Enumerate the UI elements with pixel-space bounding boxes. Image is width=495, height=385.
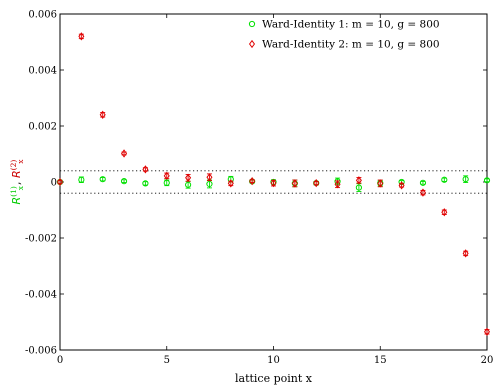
legend-marker-diamond bbox=[248, 39, 256, 49]
y-tick-label: -0.004 bbox=[25, 290, 57, 301]
data-point-circle bbox=[78, 176, 85, 183]
x-tick-label: 10 bbox=[267, 355, 280, 366]
y-axis-label-part: R bbox=[10, 197, 23, 205]
data-point-diamond bbox=[355, 176, 362, 185]
data-point-circle bbox=[483, 177, 491, 184]
axes: 0 5 10 15 20 -0.006 -0.004 -0.002 0 0.002 0.004 0.0… bbox=[25, 10, 493, 367]
data-point-diamond bbox=[398, 181, 405, 190]
data-point-diamond bbox=[227, 179, 234, 188]
data-point-diamond bbox=[419, 188, 426, 197]
x-tick-label: 5 bbox=[164, 355, 170, 366]
y-tick-label: 0.002 bbox=[28, 122, 57, 133]
data-point-diamond bbox=[483, 327, 491, 336]
y-axis-label-part: x bbox=[16, 159, 25, 164]
y-tick-label: -0.002 bbox=[25, 234, 57, 245]
y-axis-label-part: x bbox=[16, 185, 25, 190]
data-point-circle bbox=[355, 184, 362, 191]
legend-label: Ward-Identity 1: m = 10, g = 800 bbox=[262, 19, 440, 31]
data-point-circle bbox=[462, 176, 469, 183]
y-tick-label: 0.004 bbox=[28, 66, 57, 77]
x-tick-label: 20 bbox=[481, 355, 494, 366]
data-point-diamond bbox=[462, 249, 469, 258]
y-tick-label: 0 bbox=[51, 178, 57, 189]
legend-marker-circle bbox=[248, 20, 256, 28]
data-point-circle bbox=[120, 178, 128, 185]
data-point-diamond bbox=[56, 177, 64, 187]
plot-area bbox=[60, 170, 487, 194]
data-point-diamond bbox=[142, 165, 149, 174]
y-axis-label-part: (1) bbox=[9, 186, 18, 197]
y-axis-label-part: R bbox=[10, 170, 23, 178]
data-point-circle bbox=[419, 179, 427, 186]
series-2 bbox=[56, 32, 491, 336]
data-point-diamond bbox=[291, 179, 298, 188]
data-point-diamond bbox=[377, 179, 384, 188]
data-point-circle bbox=[163, 179, 170, 186]
data-point-diamond bbox=[206, 173, 213, 182]
data-point-diamond bbox=[270, 178, 277, 188]
data-point-circle bbox=[441, 176, 448, 183]
x-tick-label: 0 bbox=[57, 355, 63, 366]
y-axis-label-part: (2) bbox=[9, 160, 18, 171]
data-point-diamond bbox=[249, 177, 256, 186]
data-point-diamond bbox=[313, 178, 320, 188]
data-point-circle bbox=[185, 181, 192, 188]
data-point-diamond bbox=[99, 110, 106, 119]
data-point-diamond bbox=[441, 208, 448, 217]
data-point-circle bbox=[99, 176, 106, 183]
y-tick-label: -0.006 bbox=[25, 346, 57, 357]
data-point-diamond bbox=[163, 171, 170, 180]
data-point-circle bbox=[142, 180, 149, 187]
data-point-diamond bbox=[334, 180, 341, 189]
legend: Ward-Identity 1: m = 10, g = 800 Ward-Ide… bbox=[248, 19, 440, 51]
x-axis-label: lattice point x bbox=[235, 372, 313, 385]
data-point-diamond bbox=[185, 173, 192, 182]
y-tick-label: 0.006 bbox=[28, 10, 57, 21]
data-point-diamond bbox=[121, 149, 128, 158]
y-axis-label-part: , bbox=[10, 178, 23, 185]
data-markers bbox=[56, 32, 491, 336]
legend-label: Ward-Identity 2: m = 10, g = 800 bbox=[262, 39, 440, 51]
x-tick-label: 15 bbox=[374, 355, 387, 366]
y-axis-label: R(1)x, R(2)x bbox=[9, 159, 25, 205]
data-point-diamond bbox=[78, 32, 85, 41]
